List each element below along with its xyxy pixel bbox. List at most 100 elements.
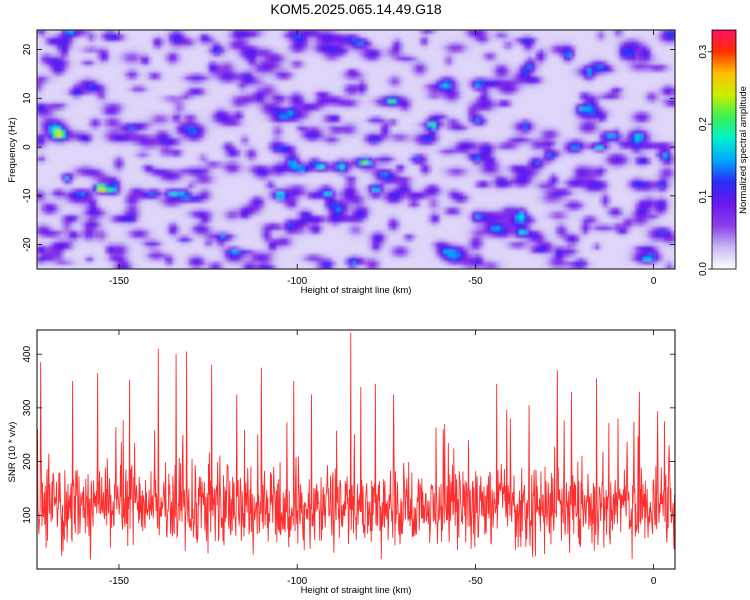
heatmap-cell — [44, 145, 50, 151]
heatmap-cell — [619, 83, 624, 89]
heatmap-cell — [527, 110, 533, 116]
heatmap-cell — [336, 145, 341, 151]
heatmap-cell — [188, 145, 194, 151]
heatmap-cell — [359, 91, 365, 97]
heatmap-cell — [152, 60, 158, 66]
heatmap-cell — [523, 45, 529, 50]
heatmap-cell — [112, 91, 118, 97]
heatmap-cell — [651, 64, 656, 70]
heatmap-cell — [44, 37, 50, 43]
heatmap-cell — [108, 60, 114, 66]
heatmap-cell — [104, 149, 110, 154]
heatmap-cell — [200, 64, 206, 70]
heatmap-cell — [507, 107, 513, 112]
heatmap-cell — [487, 110, 493, 116]
heatmap-cell — [575, 45, 580, 50]
heatmap-cell — [344, 64, 349, 70]
heatmap-cell — [208, 30, 214, 35]
heatmap-cell — [519, 45, 525, 50]
heatmap-cell — [467, 72, 473, 77]
heatmap-cell — [248, 49, 253, 54]
heatmap-cell — [216, 87, 222, 93]
heatmap-cell — [399, 30, 405, 35]
heatmap-cell — [144, 33, 150, 39]
heatmap-cell — [80, 134, 86, 139]
heatmap-cell — [491, 64, 497, 70]
heatmap-cell — [459, 53, 465, 58]
heatmap-cell — [631, 141, 636, 147]
heatmap-cell — [84, 110, 90, 116]
heatmap-cell — [84, 60, 90, 66]
heatmap-cell — [567, 68, 572, 73]
heatmap-cell — [296, 33, 301, 39]
heatmap-cell — [535, 107, 541, 112]
heatmap-cell — [324, 87, 329, 93]
heatmap-cell — [104, 60, 110, 66]
heatmap-cell — [395, 45, 401, 50]
heatmap-cell — [308, 60, 313, 66]
heatmap-cell — [671, 130, 675, 135]
heatmap-cell — [104, 37, 110, 43]
heatmap-cell — [383, 68, 389, 73]
heatmap-cell — [332, 49, 337, 54]
heatmap-cell — [76, 114, 82, 120]
heatmap-cell — [367, 126, 373, 131]
heatmap-cell — [224, 45, 229, 50]
heatmap-cell — [503, 68, 509, 73]
heatmap-cell — [136, 130, 142, 135]
heatmap-cell — [651, 141, 656, 147]
heatmap-cell — [320, 141, 325, 147]
heatmap-cell — [651, 114, 656, 120]
heatmap-cell — [204, 45, 210, 50]
heatmap-cell — [316, 33, 321, 39]
heatmap-cell — [308, 49, 313, 54]
heatmap-cell — [603, 60, 608, 66]
heatmap-cell — [599, 110, 604, 116]
heatmap-cell — [168, 149, 174, 154]
heatmap-cell — [144, 91, 150, 97]
heatmap-cell — [68, 137, 74, 143]
heatmap-cell — [511, 114, 517, 120]
heatmap-cell — [104, 64, 110, 70]
heatmap-cell — [356, 30, 361, 35]
heatmap-cell — [515, 91, 521, 97]
heatmap-cell — [559, 60, 564, 66]
heatmap-cell — [96, 80, 102, 85]
heatmap-cell — [467, 95, 473, 100]
heatmap-cell — [52, 145, 58, 151]
heatmap-cell — [579, 141, 584, 147]
heatmap-cell — [455, 87, 461, 93]
heatmap-cell — [76, 122, 82, 127]
heatmap-cell — [116, 60, 122, 66]
heatmap-cell — [507, 134, 513, 139]
heatmap-cell — [68, 56, 74, 62]
heatmap-cell — [359, 122, 365, 127]
heatmap-cell — [423, 37, 429, 43]
heatmap-cell — [359, 126, 365, 131]
heatmap-cell — [160, 91, 166, 97]
heatmap-cell — [483, 41, 489, 47]
heatmap-cell — [92, 99, 98, 104]
heatmap-cell — [300, 41, 305, 47]
heatmap-cell — [340, 95, 345, 100]
heatmap-cell — [192, 49, 198, 54]
heatmap-cell — [563, 145, 568, 151]
heatmap-cell — [403, 53, 409, 58]
heatmap-cell — [495, 60, 501, 66]
heatmap-cell — [435, 126, 441, 131]
heatmap-cell — [76, 145, 82, 151]
heatmap-cell — [499, 33, 505, 39]
heatmap-cell — [132, 41, 138, 47]
heatmap-cell — [475, 45, 481, 50]
heatmap-cell — [367, 72, 373, 77]
heatmap-cell — [132, 118, 138, 124]
heatmap-cell — [503, 41, 509, 47]
heatmap-cell — [439, 41, 445, 47]
heatmap-cell — [336, 122, 341, 127]
heatmap-cell — [487, 141, 493, 147]
heatmap-cell — [332, 134, 337, 139]
heatmap-cell — [467, 118, 473, 124]
heatmap-cell — [531, 122, 537, 127]
heatmap-cell — [288, 130, 293, 135]
heatmap-cell — [284, 83, 289, 89]
